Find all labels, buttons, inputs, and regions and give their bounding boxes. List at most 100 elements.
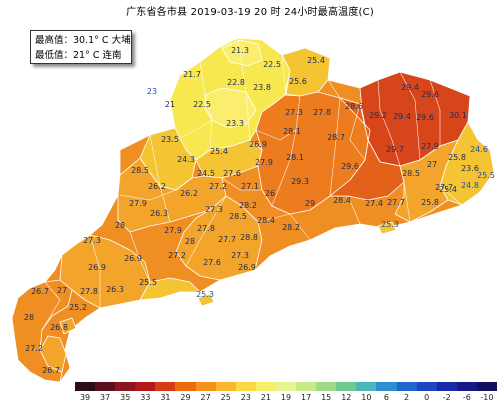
max-value-line: 最高值：30.1° C 大埔 [35,35,131,46]
legend-label: 23 [240,393,251,402]
legend-swatch [75,382,96,391]
map-title: 广东省各市县 2019-03-19 20 时 24小时最高温度(C) [126,7,374,18]
station-value: 25.6 [289,77,307,86]
station-value: 29.6 [341,162,359,171]
legend-label: -10 [480,393,494,402]
station-value: 28 [115,221,125,230]
station-value: 28.5 [402,169,420,178]
legend-label: 15 [321,393,332,402]
legend-label: 27 [200,393,211,402]
station-value: 21.3 [231,46,249,55]
legend-label: -6 [462,393,471,402]
legend-swatch [356,382,377,391]
legend-swatch [115,382,136,391]
station-value: 26.9 [88,263,106,272]
station-value: 26.9 [249,140,267,149]
legend-swatch [95,382,116,391]
station-value: 24.5 [197,169,215,178]
region-peninsula-tip [39,335,67,373]
station-value: 29.7 [386,145,404,154]
region-south-coast [175,195,263,281]
station-value: 26.3 [106,285,124,294]
station-value: 27.6 [223,169,241,178]
station-value: 25.5 [139,278,157,287]
region-lemon [204,87,257,129]
county-borders [41,37,463,331]
legend-swatch [215,382,236,391]
legend-swatch [296,382,317,391]
station-value: 25.3 [196,290,214,299]
station-value: 29.4 [401,83,419,92]
station-value: 26.2 [148,182,166,191]
station-values: 21.3 22.5 25.4 21.7 22.8 25.6 23 23.8 29.4 21 22.5… [24,46,495,375]
island-1 [59,317,77,335]
station-value: 26.9 [124,254,142,263]
legend-swatch [476,382,497,391]
station-value: 27.7 [218,235,236,244]
color-legend-bar [75,382,497,391]
station-value: 27.8 [197,224,215,233]
station-value: 28.2 [239,201,257,210]
station-value: 21.7 [183,70,201,79]
station-value: 24.8 [461,181,479,190]
station-value: 26 [265,189,275,198]
legend-label: 12 [341,393,352,402]
station-value: 26.9 [238,263,256,272]
station-value: 24.3 [177,155,195,164]
station-value: 23.6 [461,164,479,173]
station-value: 27.2 [209,182,227,191]
station-value: 22.5 [263,60,281,69]
station-value: 25.3 [381,220,399,229]
station-value: 29.4 [393,112,411,121]
station-value: 24.6 [470,145,488,154]
station-value: 26.3 [150,209,168,218]
legend-label: 37 [100,393,111,402]
station-value: 25.2 [69,303,87,312]
station-value: 25.4 [307,56,325,65]
station-value: 30.1 [449,111,467,120]
station-value: 28.1 [283,127,301,136]
legend-swatch [336,382,357,391]
legend-label: 6 [383,393,390,402]
legend-label: 29 [180,393,191,402]
region-lemon-2 [221,39,263,67]
station-value: 28.5 [131,166,149,175]
station-value: 27.3 [231,251,249,260]
station-value: 25.8 [421,198,439,207]
station-value: 27 [57,286,67,295]
station-value: 27.1 [241,182,259,191]
legend-swatch [195,382,216,391]
legend-swatch [135,382,156,391]
station-value: 27.7 [435,183,453,192]
island-2 [197,293,215,307]
station-value: 28.5 [229,212,247,221]
station-value: 27.9 [421,142,439,151]
legend-swatch [275,382,297,391]
station-value: 27.8 [80,287,98,296]
station-value: 27.9 [255,158,273,167]
station-value: 27.3 [285,108,303,117]
station-value: 21 [165,100,175,109]
station-value: 29.6 [421,90,439,99]
station-value: 22.5 [193,100,211,109]
legend-label: 21 [260,393,271,402]
station-value: 23.8 [253,83,271,92]
legend-label: 0 [424,393,430,402]
legend-label: 39 [79,393,91,402]
station-value: 27.2 [25,344,43,353]
station-value: 23.3 [226,119,244,128]
province-shapes [11,37,495,383]
station-value: 27.4 [365,199,383,208]
station-value: 29.3 [291,177,309,186]
station-value: 27 [427,160,437,169]
station-value: 27.6 [203,258,221,267]
station-value: 28.4 [257,216,275,225]
station-value: 23.5 [161,135,179,144]
station-value: 23 [147,87,157,96]
legend-swatch [255,382,276,391]
legend-label: 35 [120,393,131,402]
station-value: 29.6 [416,113,434,122]
station-value: 25.8 [448,153,466,162]
station-value: 27.9 [129,199,147,208]
legend-swatch [175,382,196,391]
